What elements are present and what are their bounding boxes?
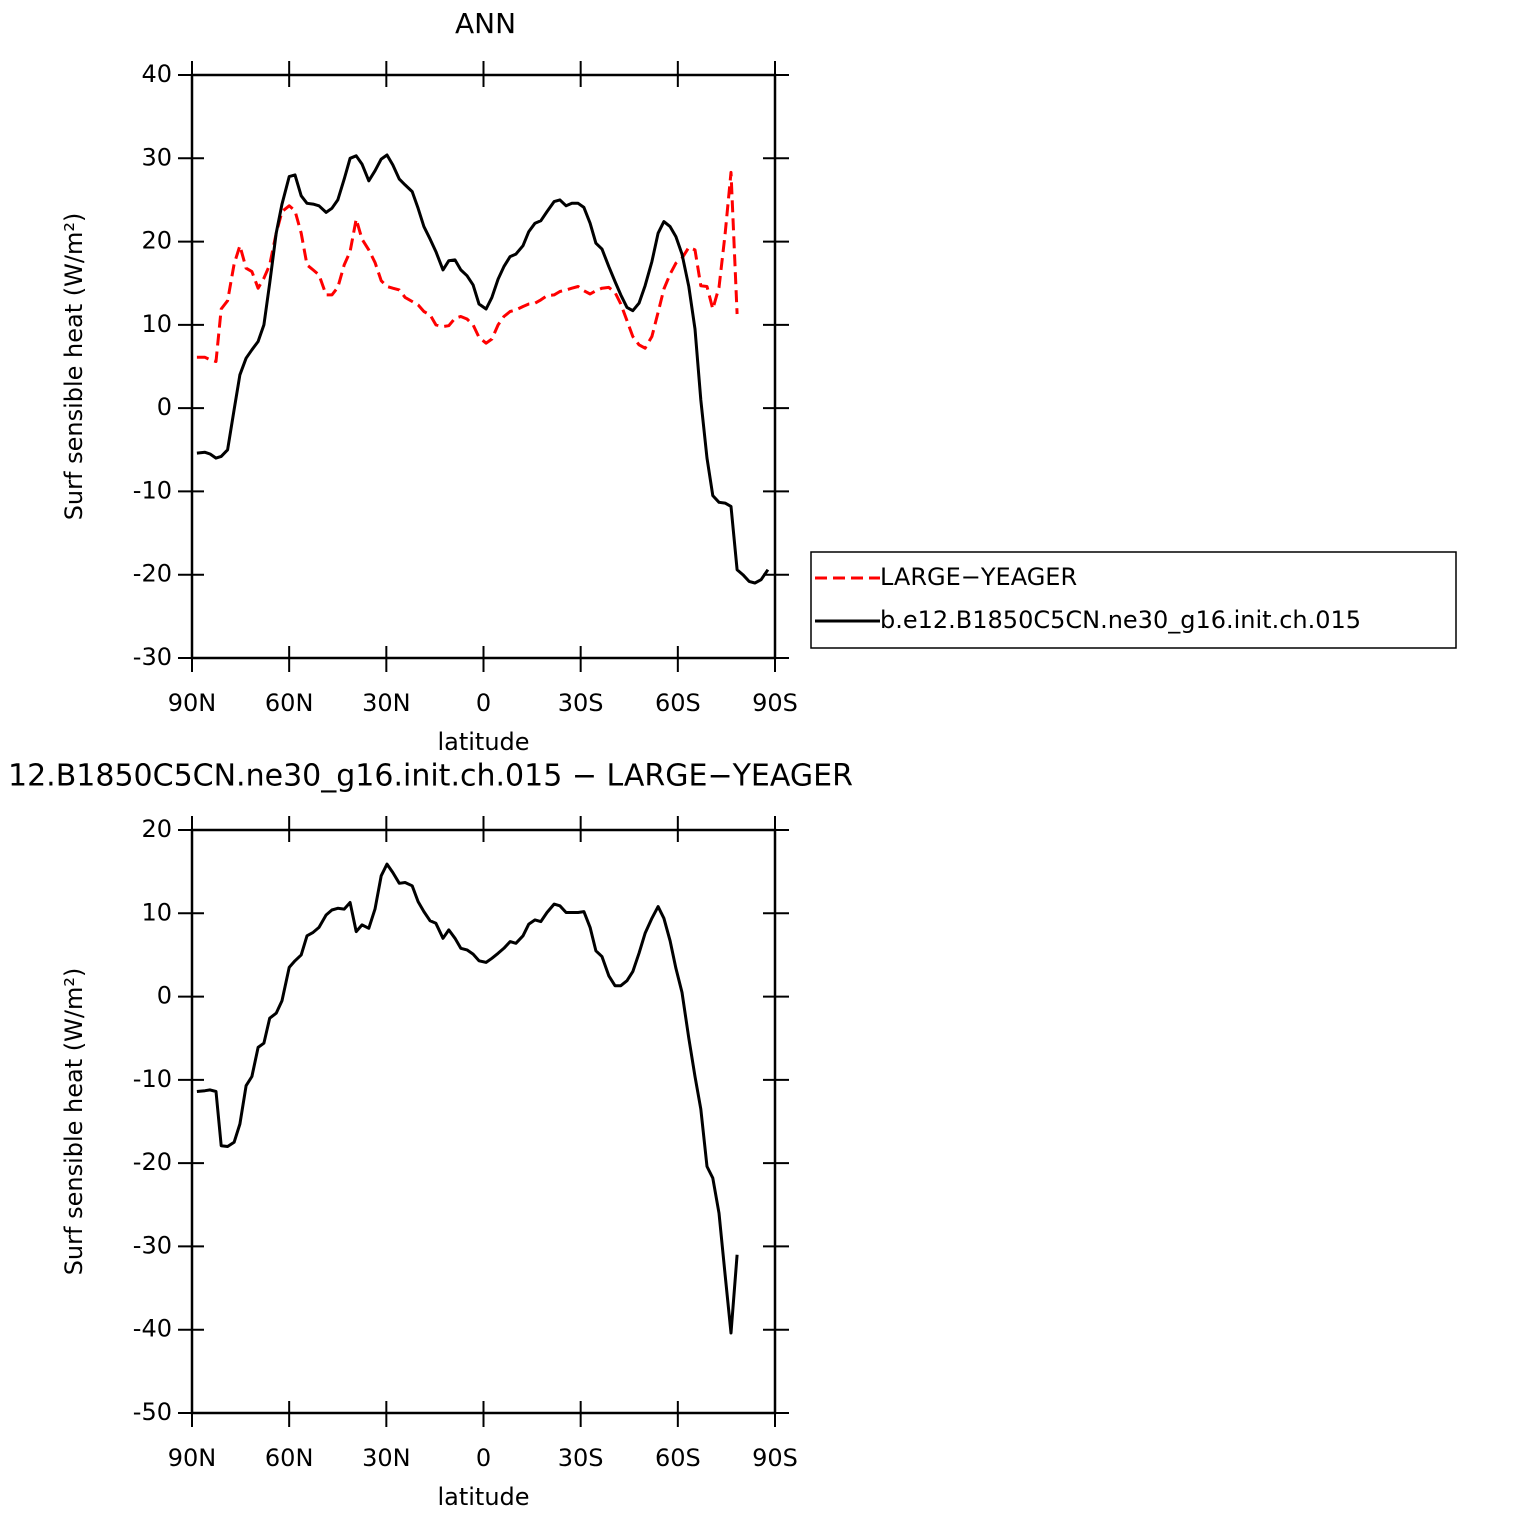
x-tick-label: 60S bbox=[655, 1444, 701, 1472]
legend-label: LARGE−YEAGER bbox=[880, 563, 1077, 591]
x-tick-label: 90S bbox=[752, 689, 798, 717]
y-tick-label: -50 bbox=[133, 1398, 172, 1426]
legend-label: b.e12.B1850C5CN.ne30_g16.init.ch.015 bbox=[880, 606, 1361, 634]
x-axis-label: latitude bbox=[437, 1483, 529, 1511]
x-tick-label: 30S bbox=[558, 1444, 604, 1472]
y-tick-label: -10 bbox=[133, 476, 172, 504]
y-tick-label: -30 bbox=[133, 643, 172, 671]
x-tick-label: 90S bbox=[752, 1444, 798, 1472]
y-tick-label: 40 bbox=[141, 60, 172, 88]
y-tick-label: 0 bbox=[157, 982, 172, 1010]
y-tick-label: 10 bbox=[141, 898, 172, 926]
plot-frame bbox=[190, 828, 777, 1415]
series-line bbox=[196, 153, 770, 585]
x-tick-label: 90N bbox=[168, 689, 217, 717]
x-tick-label: 60N bbox=[265, 1444, 314, 1472]
y-tick-label: 30 bbox=[141, 143, 172, 171]
y-tick-label: -10 bbox=[133, 1065, 172, 1093]
y-tick-label: -40 bbox=[133, 1315, 172, 1343]
x-axis-label: latitude bbox=[437, 728, 529, 756]
y-axis-label: Surf sensible heat (W/m²) bbox=[60, 968, 88, 1276]
x-tick-label: 90N bbox=[168, 1444, 217, 1472]
y-tick-label: -20 bbox=[133, 560, 172, 588]
x-tick-label: 0 bbox=[476, 689, 491, 717]
chart-title: ANN bbox=[455, 7, 516, 40]
plot-frame bbox=[190, 73, 777, 660]
y-tick-label: 0 bbox=[157, 393, 172, 421]
y-tick-label: -20 bbox=[133, 1148, 172, 1176]
y-axis-label: Surf sensible heat (W/m²) bbox=[60, 213, 88, 521]
y-tick-label: 10 bbox=[141, 310, 172, 338]
x-tick-label: 30S bbox=[558, 689, 604, 717]
x-tick-label: 30N bbox=[362, 689, 411, 717]
y-tick-label: 20 bbox=[141, 815, 172, 843]
x-tick-label: 30N bbox=[362, 1444, 411, 1472]
x-tick-label: 60S bbox=[655, 689, 701, 717]
x-tick-label: 60N bbox=[265, 689, 314, 717]
x-tick-label: 0 bbox=[476, 1444, 491, 1472]
series-line bbox=[196, 170, 739, 363]
chart-title: 12.B1850C5CN.ne30_g16.init.ch.015 − LARG… bbox=[8, 759, 853, 794]
legend-box bbox=[810, 551, 1457, 649]
y-tick-label: 20 bbox=[141, 227, 172, 255]
series-line bbox=[196, 862, 739, 1335]
y-tick-label: -30 bbox=[133, 1231, 172, 1259]
